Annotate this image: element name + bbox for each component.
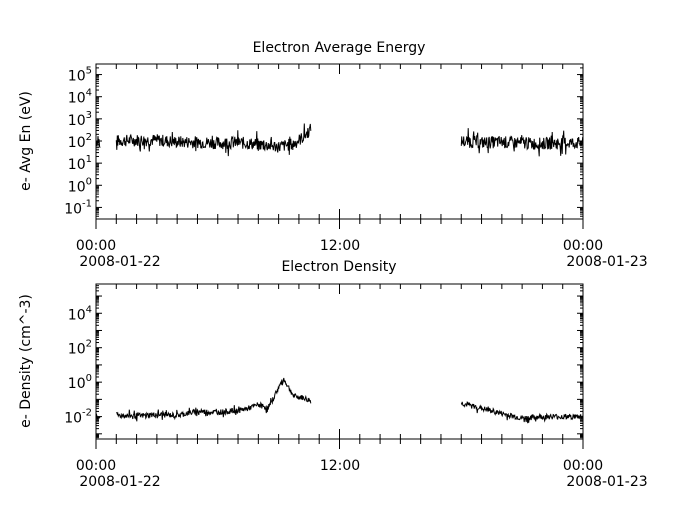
series-line: [460, 401, 584, 424]
y-tick-label: 102: [68, 132, 92, 151]
panel-electron-average-energy: Electron Average Energy e- Avg En (eV) 1…: [18, 40, 648, 270]
x-tick-label-time: 00:00: [563, 238, 603, 254]
x-tick-label-time: 00:00: [76, 238, 116, 254]
y-tick-label: 101: [68, 154, 92, 173]
chart-title: Electron Average Energy: [253, 40, 426, 56]
series-line: [95, 135, 101, 148]
x-tick-label-date: 2008-01-22: [79, 474, 160, 490]
y-axis: 10-1 100 101 102 103 104 105: [64, 63, 583, 220]
series-line: [115, 123, 312, 157]
y-tick-label: 103: [68, 110, 92, 129]
y-tick-label: 104: [68, 88, 92, 107]
x-tick-label-time: 12:00: [320, 458, 360, 474]
y-axis-label: e- Density (cm^-3): [18, 294, 34, 428]
y-tick-label: 10-1: [64, 198, 92, 217]
series-group: [95, 123, 584, 157]
y-tick-label: 105: [68, 66, 92, 85]
panel-electron-density: Electron Density e- Density (cm^-3) 10-2…: [18, 259, 648, 490]
y-tick-label: 100: [68, 176, 92, 195]
series-line: [95, 413, 101, 420]
y-tick-label: 104: [68, 304, 92, 323]
x-tick-label-date: 2008-01-23: [566, 474, 647, 490]
x-tick-label-time: 00:00: [76, 458, 116, 474]
plot-frame: [95, 283, 584, 440]
x-tick-label-date: 2008-01-23: [566, 254, 647, 270]
plot-frame: [95, 63, 584, 220]
x-tick-label-time: 12:00: [320, 238, 360, 254]
y-tick-label: 10-2: [64, 408, 92, 427]
y-tick-label: 100: [68, 373, 92, 392]
x-tick-label-date: 2008-01-22: [79, 254, 160, 270]
series-line: [116, 377, 312, 422]
x-tick-label-time: 00:00: [563, 458, 603, 474]
series-group: [95, 377, 584, 424]
series-line: [460, 128, 584, 157]
y-axis-label: e- Avg En (eV): [18, 91, 34, 191]
chart-title: Electron Density: [281, 259, 396, 275]
y-tick-label: 102: [68, 339, 92, 358]
x-axis: [95, 284, 584, 449]
